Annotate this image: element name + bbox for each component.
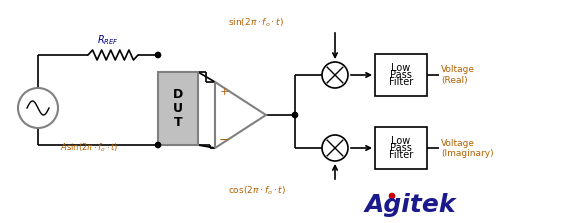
Text: $\cos(2\pi \cdot f_o \cdot t)$: $\cos(2\pi \cdot f_o \cdot t)$ [228, 185, 286, 197]
Text: D
U
T: D U T [173, 88, 183, 129]
Text: (Imaginary): (Imaginary) [441, 149, 493, 157]
Bar [375, 127, 427, 169]
Bar [375, 54, 427, 96]
Text: $\sin(2\pi \cdot f_o \cdot t)$: $\sin(2\pi \cdot f_o \cdot t)$ [228, 17, 284, 29]
Text: Low: Low [392, 136, 411, 146]
Polygon shape [215, 82, 266, 148]
Text: Voltage: Voltage [441, 66, 475, 74]
Circle shape [389, 194, 394, 198]
Bar [158, 72, 198, 145]
Circle shape [18, 88, 58, 128]
Circle shape [293, 112, 297, 118]
Text: Voltage: Voltage [441, 138, 475, 147]
Text: (Real): (Real) [441, 76, 467, 85]
Text: Pass: Pass [390, 143, 412, 153]
Circle shape [322, 62, 348, 88]
Text: −: − [218, 134, 229, 147]
Text: $A\sin(2\pi \cdot f_o \cdot t)$: $A\sin(2\pi \cdot f_o \cdot t)$ [60, 142, 118, 154]
Circle shape [155, 52, 160, 58]
Text: Pass: Pass [390, 70, 412, 80]
Circle shape [155, 142, 160, 147]
Text: +: + [219, 87, 229, 97]
Text: $R_{REF}$: $R_{REF}$ [97, 33, 119, 47]
Text: Filter: Filter [389, 150, 413, 160]
Text: Filter: Filter [389, 77, 413, 87]
Text: Low: Low [392, 63, 411, 73]
Circle shape [322, 135, 348, 161]
Text: Agitek: Agitek [365, 193, 457, 217]
